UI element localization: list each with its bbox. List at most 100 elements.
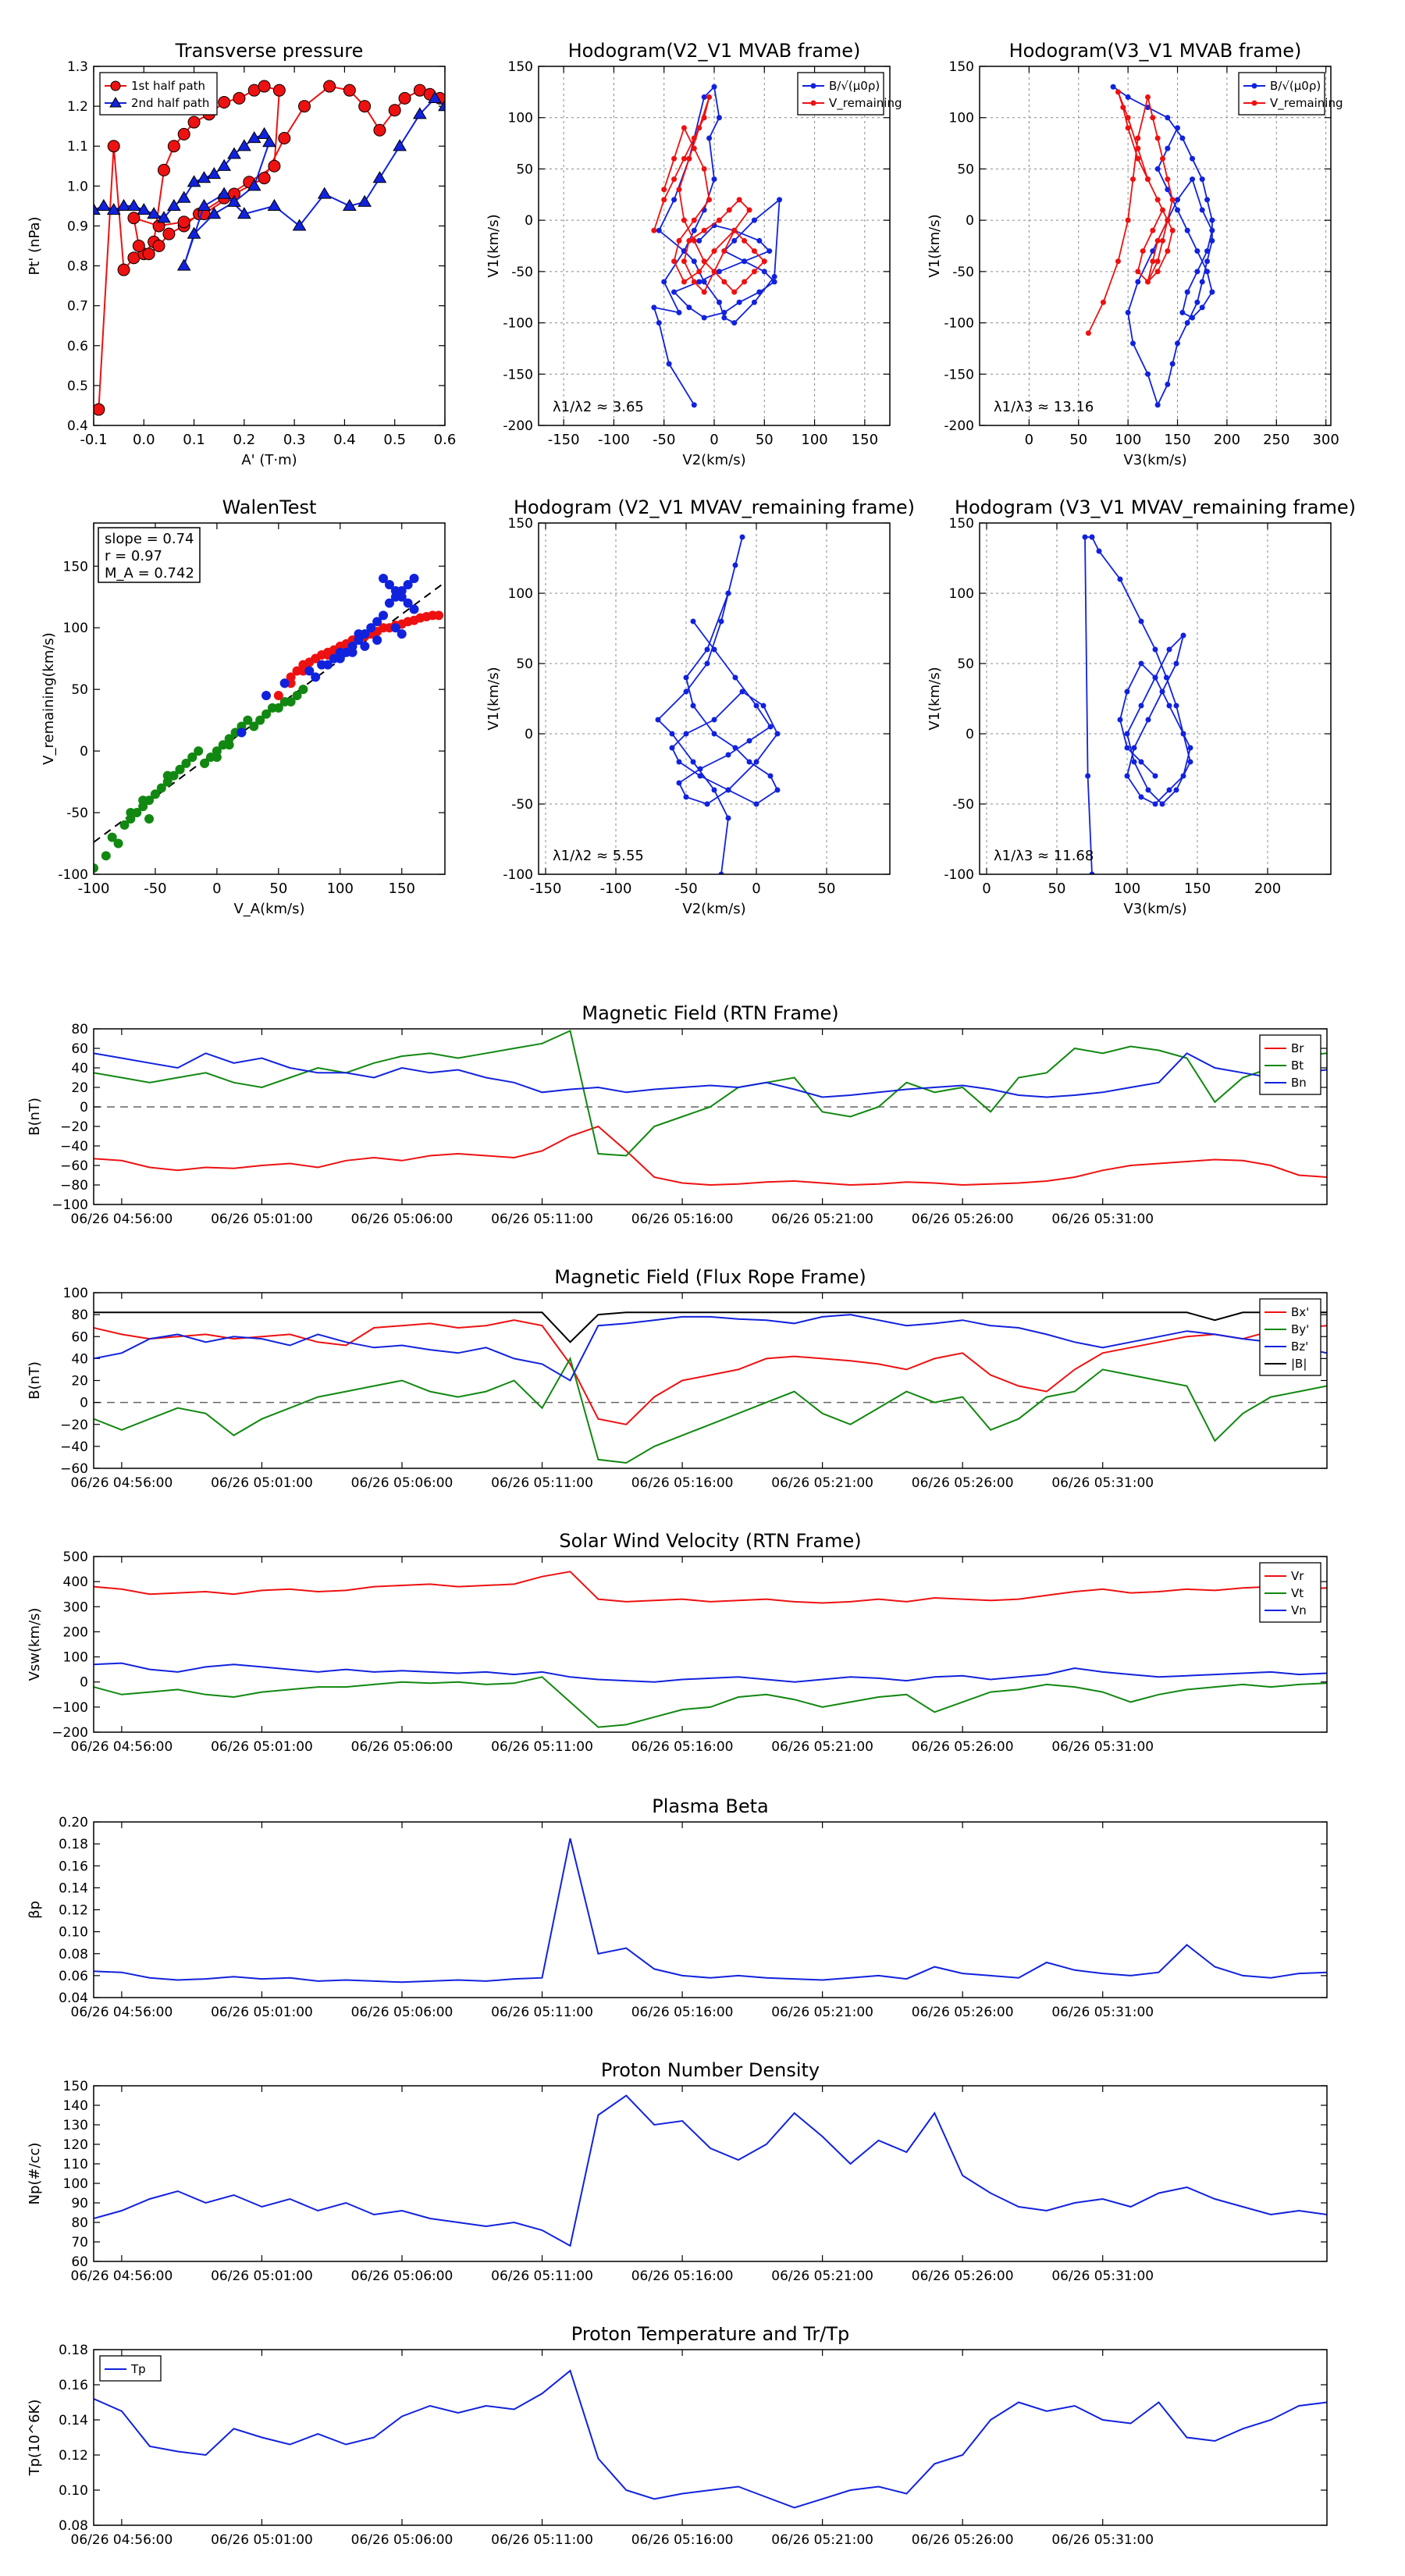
x-tick-label: 06/26 05:26:00 xyxy=(912,1739,1014,1755)
plot-area xyxy=(1082,534,1193,874)
data-point xyxy=(1135,269,1141,275)
data-point xyxy=(1163,674,1169,681)
data-point xyxy=(1154,269,1161,275)
x-tick-label: 0.2 xyxy=(233,432,256,448)
series-1st-half-path xyxy=(94,80,445,416)
x-tick-label: 06/26 04:56:00 xyxy=(71,2268,173,2284)
x-tick-label: 06/26 05:06:00 xyxy=(351,1739,454,1755)
x-tick-label: 100 xyxy=(801,432,827,448)
data-point xyxy=(1166,646,1172,653)
series-line xyxy=(94,1125,1327,1187)
eigenvalue-ratio-label: λ1/λ3 ≈ 13.16 xyxy=(994,399,1094,415)
y-tick-label: 140 xyxy=(63,2098,88,2114)
legend: Br Bt Bn xyxy=(1259,1034,1321,1095)
y-tick-label: 110 xyxy=(63,2157,88,2172)
data-point xyxy=(207,167,222,180)
data-point xyxy=(1152,646,1158,653)
data-point xyxy=(1165,145,1171,151)
data-point xyxy=(347,647,357,657)
data-point xyxy=(247,179,261,191)
x-tick-label: 06/26 05:01:00 xyxy=(211,2268,313,2284)
data-point xyxy=(388,104,401,117)
x-tick-label: 06/26 04:56:00 xyxy=(71,1739,173,1755)
data-point xyxy=(354,629,364,639)
x-tick-label: 0.0 xyxy=(133,432,155,448)
y-tick-label: 1.3 xyxy=(67,59,88,75)
data-point xyxy=(746,759,752,765)
data-point xyxy=(1180,773,1186,779)
plot-area xyxy=(94,1030,1327,1187)
data-point xyxy=(434,610,444,621)
y-tick-label: -150 xyxy=(944,367,974,382)
data-point xyxy=(732,745,738,751)
y-tick-label: 0 xyxy=(525,727,533,742)
x-tick-label: 06/26 05:01:00 xyxy=(211,2005,313,2020)
x-tick-label: 50 xyxy=(818,881,836,897)
data-point xyxy=(1138,660,1144,667)
data-point xyxy=(661,187,667,193)
data-point xyxy=(117,263,130,276)
x-axis-label: V_A(km/s) xyxy=(233,901,304,917)
x-tick-label: 0 xyxy=(1025,432,1033,448)
data-point xyxy=(697,766,703,772)
data-point xyxy=(1179,309,1186,315)
y-tick-label: 0.7 xyxy=(67,299,88,315)
data-point xyxy=(267,198,282,211)
y-tick-label: 20 xyxy=(71,1374,88,1389)
data-point xyxy=(1187,759,1193,765)
y-tick-label: 0.12 xyxy=(59,2448,88,2464)
data-point xyxy=(671,289,678,295)
data-point xyxy=(142,247,155,261)
data-point xyxy=(1165,115,1171,121)
x-tick-label: 0 xyxy=(212,881,221,897)
y-tick-label: 130 xyxy=(63,2118,88,2133)
x-tick-label: 06/26 05:26:00 xyxy=(912,2005,1014,2020)
plot-area xyxy=(94,1838,1327,1984)
data-point xyxy=(732,674,738,681)
data-point xyxy=(1144,371,1151,377)
data-point xyxy=(683,688,689,695)
data-point xyxy=(1179,135,1186,141)
x-tick-label: 0.1 xyxy=(183,432,205,448)
data-point xyxy=(721,309,727,315)
data-point xyxy=(1169,197,1176,203)
series-b-0- xyxy=(651,84,783,408)
data-point xyxy=(311,653,321,664)
data-point xyxy=(701,289,707,295)
x-tick-label: -100 xyxy=(600,881,632,897)
data-point xyxy=(751,269,757,275)
data-point xyxy=(94,403,105,416)
data-point xyxy=(379,574,389,584)
y-tick-label: 120 xyxy=(63,2137,88,2153)
data-point xyxy=(1194,248,1200,254)
y-tick-label: 100 xyxy=(63,1650,88,1666)
data-point xyxy=(681,155,687,162)
data-point xyxy=(1165,381,1171,387)
data-point xyxy=(343,84,356,97)
x-tick-label: 50 xyxy=(1069,432,1087,448)
data-point xyxy=(175,764,185,774)
data-point xyxy=(681,258,687,265)
legend-box xyxy=(99,72,218,116)
series-v-remaining xyxy=(1085,89,1176,336)
data-point xyxy=(1150,258,1156,265)
x-axis-label: A' (T·m) xyxy=(241,452,297,468)
legend-label: Bt xyxy=(1291,1059,1304,1073)
data-point xyxy=(1129,176,1136,183)
x-tick-label: 06/26 05:01:00 xyxy=(211,2532,313,2548)
data-point xyxy=(739,688,745,695)
y-axis-label: Vsw(km/s) xyxy=(27,1608,43,1681)
series-vr xyxy=(94,1571,1327,1604)
x-tick-label: 06/26 05:21:00 xyxy=(771,1739,873,1755)
data-point xyxy=(150,789,160,799)
data-point xyxy=(162,227,176,240)
x-tick-label: 06/26 04:56:00 xyxy=(71,1212,173,1227)
data-point xyxy=(690,703,696,709)
data-point xyxy=(690,759,696,765)
x-tick-label: -0.1 xyxy=(80,432,107,448)
y-tick-label: 0.5 xyxy=(67,379,88,394)
y-axis-label: βp xyxy=(27,1901,43,1919)
x-tick-label: 06/26 05:11:00 xyxy=(491,1739,593,1755)
stats-slope-text: slope = 0.74 xyxy=(105,531,194,547)
